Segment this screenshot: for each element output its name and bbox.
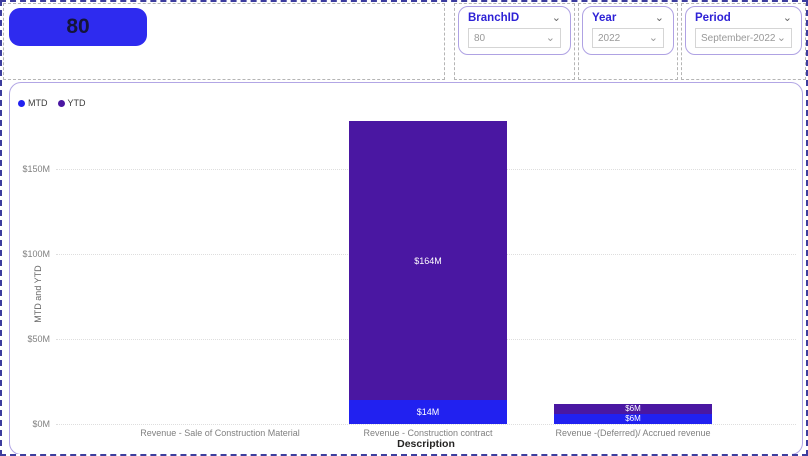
- bar-segment-mtd[interactable]: $14M: [349, 400, 507, 424]
- branchid-slicer-card: BranchID ⌄ 80 ⌄: [458, 6, 571, 55]
- chevron-down-icon[interactable]: ⌄: [648, 32, 658, 44]
- period-slicer-card: Period ⌄ September-2022 ⌄: [685, 6, 802, 55]
- legend-dot-icon: [57, 99, 65, 107]
- chevron-down-icon[interactable]: ⌄: [776, 32, 786, 44]
- year-slicer-title: Year: [592, 12, 617, 24]
- revenue-bar-chart: MTD YTD MTD and YTD $0M $50M $100M $150M Reve…: [9, 82, 803, 454]
- year-slicer-card: Year ⌄ 2022 ⌄: [582, 6, 674, 55]
- plot-area: $0M $50M $100M $150M Revenue - Sale of Const…: [10, 83, 802, 454]
- branchid-dropdown[interactable]: 80 ⌄: [468, 28, 561, 48]
- y-tick-label: $50M: [27, 334, 50, 344]
- bar-data-label: $164M: [414, 255, 442, 266]
- bar-segment-ytd[interactable]: $164M: [349, 121, 507, 401]
- x-axis-title: Description: [397, 438, 455, 450]
- branchid-slicer-visual: BranchID ⌄ 80 ⌄: [454, 3, 575, 80]
- bar-data-label: $6M: [625, 404, 641, 414]
- legend-label: MTD: [28, 98, 48, 108]
- legend-label: YTD: [67, 98, 86, 108]
- y-tick-label: $0M: [32, 419, 50, 429]
- bar-data-label: $6M: [625, 414, 641, 424]
- category-label: Revenue -(Deferred)/ Accrued revenue: [555, 428, 711, 438]
- chevron-down-icon[interactable]: ⌄: [551, 12, 561, 24]
- y-tick-label: $100M: [22, 249, 50, 259]
- legend: MTD YTD: [18, 98, 86, 108]
- y-tick-label: $150M: [22, 164, 50, 174]
- chevron-down-icon[interactable]: ⌄: [545, 32, 555, 44]
- year-slicer-visual: Year ⌄ 2022 ⌄: [578, 3, 678, 80]
- category-label: Revenue - Construction contract: [363, 428, 493, 438]
- bar-segment-ytd[interactable]: $6M: [554, 403, 712, 414]
- chevron-down-icon[interactable]: ⌄: [782, 12, 792, 24]
- year-dropdown-value: 2022: [598, 32, 621, 44]
- category-label: Revenue - Sale of Construction Material: [140, 428, 300, 438]
- bar-segment-mtd[interactable]: $6M: [554, 413, 712, 424]
- legend-dot-icon: [18, 99, 25, 107]
- branchid-dropdown-value: 80: [474, 32, 486, 44]
- period-slicer-visual: Period ⌄ September-2022 ⌄: [681, 3, 806, 80]
- legend-item-mtd[interactable]: MTD: [18, 98, 48, 108]
- bar-data-label: $14M: [416, 407, 440, 418]
- chevron-down-icon[interactable]: ⌄: [654, 12, 664, 24]
- period-dropdown[interactable]: September-2022 ⌄: [695, 28, 792, 48]
- period-slicer-title: Period: [695, 12, 731, 24]
- branchid-slicer-title: BranchID: [468, 12, 520, 24]
- branch-card-visual: 80: [3, 3, 445, 80]
- period-dropdown-value: September-2022: [701, 32, 776, 44]
- branch-badge: 80: [9, 8, 147, 46]
- year-dropdown[interactable]: 2022 ⌄: [592, 28, 664, 48]
- legend-item-ytd[interactable]: YTD: [57, 98, 86, 108]
- gridline: [56, 424, 796, 425]
